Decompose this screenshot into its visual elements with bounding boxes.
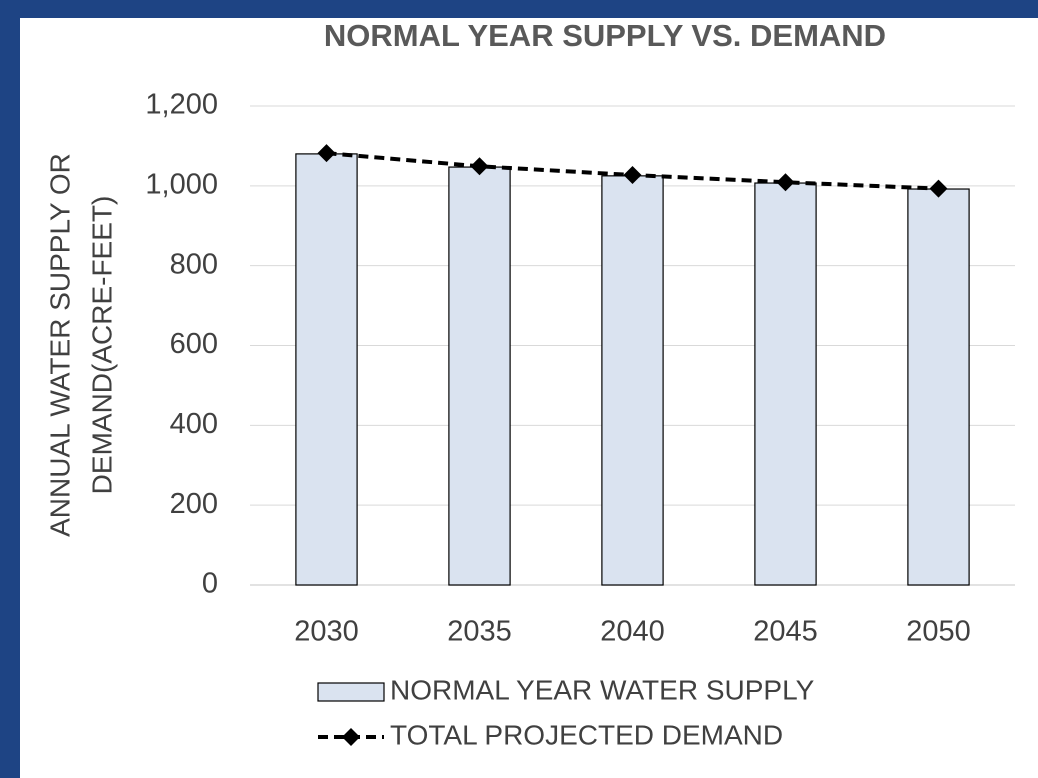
x-tick-label: 2035 (447, 616, 512, 648)
bar (754, 182, 817, 586)
demand-marker (623, 166, 642, 185)
legend-marker (342, 728, 360, 746)
legend-swatch (317, 682, 385, 702)
y-tick-label: 600 (170, 328, 218, 360)
bar (907, 188, 970, 586)
x-tick-label: 2040 (600, 616, 665, 648)
legend-label: NORMAL YEAR WATER SUPPLY (390, 674, 815, 705)
chart-area (20, 18, 1038, 778)
y-tick-label: 200 (170, 488, 218, 520)
y-tick-label: 1,200 (145, 89, 218, 121)
bar (601, 175, 664, 586)
y-tick-label: 0 (202, 568, 218, 600)
demand-marker (929, 179, 948, 198)
x-tick-label: 2050 (906, 616, 971, 648)
y-tick-label: 1,000 (145, 168, 218, 200)
y-tick-label: 800 (170, 248, 218, 280)
y-axis-label: DEMAND(ACRE-FEET) (86, 196, 117, 495)
x-tick-label: 2045 (753, 616, 818, 648)
y-tick-label: 400 (170, 408, 218, 440)
y-axis-label: ANNUAL WATER SUPPLY OR (44, 153, 75, 537)
bar (448, 166, 511, 586)
demand-marker (776, 173, 795, 192)
demand-marker (317, 144, 336, 163)
demand-marker (470, 157, 489, 176)
bar (295, 153, 358, 586)
legend-label: TOTAL PROJECTED DEMAND (390, 719, 783, 750)
x-tick-label: 2030 (294, 616, 359, 648)
chart-title: NORMAL YEAR SUPPLY VS. DEMAND (324, 18, 886, 53)
